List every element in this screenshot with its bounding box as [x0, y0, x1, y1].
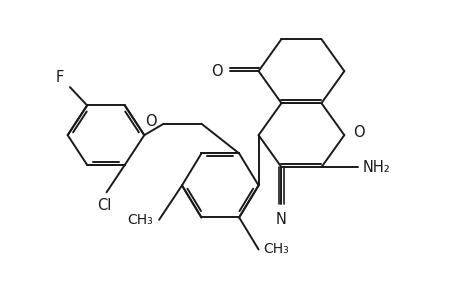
Text: NH₂: NH₂: [362, 160, 390, 175]
Text: F: F: [56, 70, 64, 85]
Text: CH₃: CH₃: [128, 213, 153, 227]
Text: N: N: [275, 212, 286, 227]
Text: Cl: Cl: [97, 198, 111, 213]
Text: O: O: [145, 114, 157, 129]
Text: CH₃: CH₃: [263, 242, 288, 256]
Text: O: O: [353, 125, 364, 140]
Text: O: O: [211, 64, 223, 79]
